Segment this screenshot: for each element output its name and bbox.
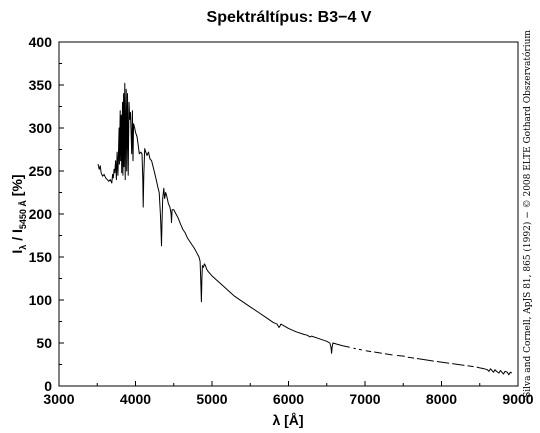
series-spectrum (97, 82, 513, 376)
y-tick-label: 300 (29, 120, 53, 136)
x-tick-label: 8000 (426, 391, 457, 407)
credit-text: Silva and Cornell, ApJS 81, 865 (1992) −… (522, 30, 533, 398)
spectrum-line-segment (436, 361, 450, 364)
spectrum-line-segment (467, 365, 474, 368)
x-axis-label: λ [Å] (272, 412, 303, 428)
spectrum-line-segment (358, 348, 362, 351)
y-tick-label: 350 (29, 77, 53, 93)
y-axis-label-tail: [%] (9, 174, 25, 200)
spectrum-line-segment (97, 82, 350, 354)
y-tick-label: 100 (29, 292, 53, 308)
x-tick-label: 9000 (502, 391, 533, 407)
x-tick-label: 7000 (349, 391, 380, 407)
spectrum-line-segment (476, 366, 513, 376)
y-axis-label-sub1: λ (18, 245, 28, 250)
y-tick-label: 50 (36, 335, 52, 351)
y-axis-label-main1: I (9, 250, 25, 254)
spectrum-line-segment (416, 358, 434, 362)
x-tick-label: 5000 (196, 391, 227, 407)
y-tick-label: 0 (44, 378, 52, 394)
chart-title: Spektráltípus: B3−4 V (207, 9, 372, 26)
x-tick-label: 6000 (273, 391, 304, 407)
spectrum-line-segment (384, 353, 393, 356)
spectrum-line-segment (397, 355, 405, 357)
x-axis-ticks: 3000 4000 5000 6000 7000 8000 9000 (43, 381, 534, 407)
y-axis-label: Iλ / I5450 Å [%] (9, 174, 28, 253)
y-axis-ticks: 0 50 100 150 200 250 300 350 400 (29, 34, 64, 394)
spectrum-line-segment (452, 363, 465, 366)
spectrum-line-segment (365, 350, 372, 353)
y-tick-label: 150 (29, 249, 53, 265)
y-axis-label-main2: / I (9, 229, 25, 245)
x-tick-label: 4000 (120, 391, 151, 407)
spectrum-line-segment (407, 356, 415, 359)
spectrum-line-segment (374, 351, 382, 354)
y-tick-label: 200 (29, 206, 53, 222)
x-tick-label: 3000 (43, 391, 74, 407)
y-tick-label: 400 (29, 34, 53, 50)
y-tick-label: 250 (29, 163, 53, 179)
y-axis-label-sub2: 5450 Å (18, 200, 28, 230)
